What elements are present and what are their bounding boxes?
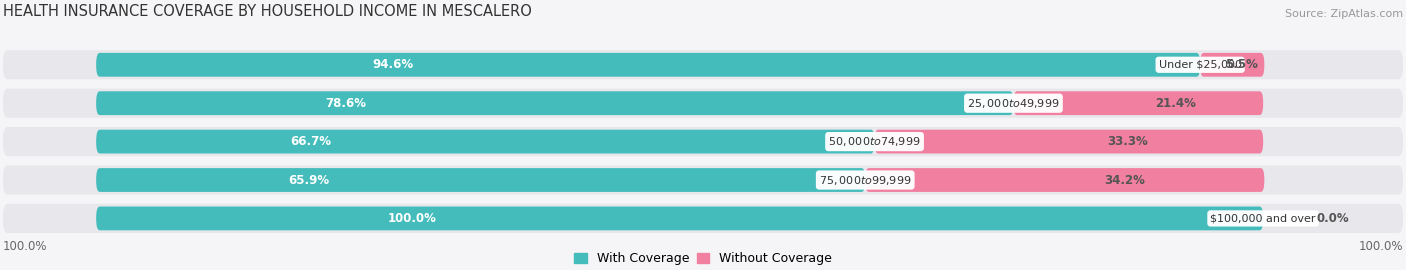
FancyBboxPatch shape: [3, 204, 1403, 233]
Text: $50,000 to $74,999: $50,000 to $74,999: [828, 135, 921, 148]
Text: 78.6%: 78.6%: [325, 97, 367, 110]
FancyBboxPatch shape: [3, 166, 1403, 195]
Text: 100.0%: 100.0%: [388, 212, 437, 225]
FancyBboxPatch shape: [1014, 91, 1263, 115]
Text: $25,000 to $49,999: $25,000 to $49,999: [967, 97, 1060, 110]
Text: 34.2%: 34.2%: [1104, 174, 1144, 187]
Text: 33.3%: 33.3%: [1107, 135, 1147, 148]
Text: $100,000 and over: $100,000 and over: [1211, 213, 1316, 224]
Text: 100.0%: 100.0%: [3, 239, 48, 252]
FancyBboxPatch shape: [875, 130, 1263, 154]
FancyBboxPatch shape: [96, 130, 875, 154]
FancyBboxPatch shape: [3, 89, 1403, 118]
Text: 100.0%: 100.0%: [1358, 239, 1403, 252]
Legend: With Coverage, Without Coverage: With Coverage, Without Coverage: [569, 247, 837, 270]
FancyBboxPatch shape: [96, 91, 1014, 115]
Text: Source: ZipAtlas.com: Source: ZipAtlas.com: [1285, 9, 1403, 19]
Text: 94.6%: 94.6%: [373, 58, 413, 71]
Text: HEALTH INSURANCE COVERAGE BY HOUSEHOLD INCOME IN MESCALERO: HEALTH INSURANCE COVERAGE BY HOUSEHOLD I…: [3, 4, 531, 19]
Text: $75,000 to $99,999: $75,000 to $99,999: [818, 174, 911, 187]
Text: 65.9%: 65.9%: [288, 174, 329, 187]
FancyBboxPatch shape: [96, 207, 1263, 230]
FancyBboxPatch shape: [3, 127, 1403, 156]
Text: Under $25,000: Under $25,000: [1159, 60, 1241, 70]
FancyBboxPatch shape: [3, 50, 1403, 79]
FancyBboxPatch shape: [1201, 53, 1264, 77]
FancyBboxPatch shape: [865, 168, 1264, 192]
Text: 0.0%: 0.0%: [1317, 212, 1350, 225]
Text: 66.7%: 66.7%: [291, 135, 332, 148]
Text: 21.4%: 21.4%: [1156, 97, 1197, 110]
FancyBboxPatch shape: [96, 168, 865, 192]
Text: 5.5%: 5.5%: [1226, 58, 1258, 71]
FancyBboxPatch shape: [96, 53, 1201, 77]
